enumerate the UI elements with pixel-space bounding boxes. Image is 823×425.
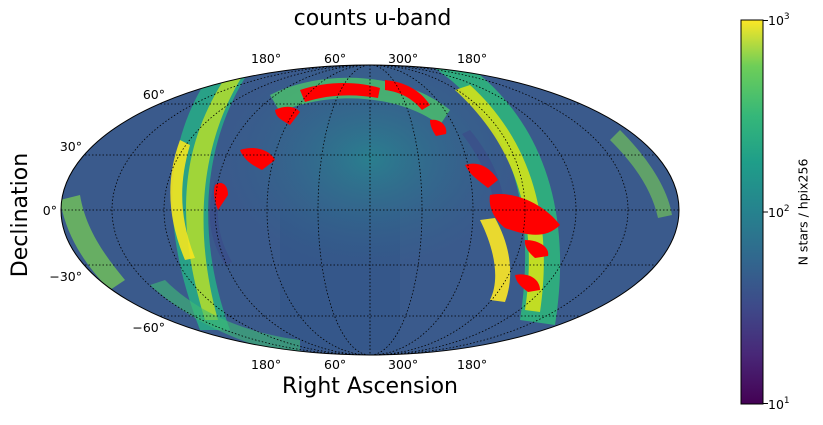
colorbar-label: N stars / hpix256 <box>795 158 811 266</box>
ra-tick-top-1: 180° <box>251 51 282 66</box>
red-region-lower-right <box>515 274 540 292</box>
ra-tick-top-4: 180° <box>457 51 488 66</box>
red-region-right-upper <box>430 119 447 136</box>
red-region-left <box>214 183 228 210</box>
band-left-bright <box>186 70 243 320</box>
red-region-top-right <box>385 80 430 110</box>
cb-tick-100: 102 <box>768 204 790 220</box>
sky-map <box>61 65 679 355</box>
y-axis-label: Declination <box>8 152 33 278</box>
sky-outline <box>60 64 680 356</box>
x-axis-label: Right Ascension <box>282 374 458 399</box>
cb-tick-10: 101 <box>768 396 790 412</box>
ra-tick-top-3: 300° <box>388 51 419 66</box>
saturated-regions <box>214 80 560 292</box>
chart-title: counts u-band <box>293 6 452 31</box>
red-region-upper-left <box>275 106 300 125</box>
ra-tick-bottom-1: 180° <box>251 357 282 372</box>
dec-tick-neg60: −60° <box>132 320 165 335</box>
band-right-peak <box>480 218 511 302</box>
cb-tick-1000: 103 <box>768 12 790 28</box>
ra-tick-bottom-2: 60° <box>324 357 347 372</box>
ra-tick-bottom-3: 300° <box>388 357 419 372</box>
red-region-right <box>465 163 498 188</box>
red-region-center-lower <box>524 240 549 258</box>
dec-tick-0: 0° <box>42 203 57 218</box>
ra-tick-top-2: 60° <box>324 51 347 66</box>
graticule <box>61 65 679 355</box>
edge-right-glow <box>610 130 672 218</box>
dec-tick-neg30: −30° <box>49 269 82 284</box>
ra-tick-bottom-4: 180° <box>457 357 488 372</box>
edge-left-glow <box>61 195 125 290</box>
meridian-60 <box>266 65 474 355</box>
dec-tick-30: 30° <box>59 139 82 154</box>
red-region-mid-left <box>240 148 275 170</box>
band-left-peak <box>170 140 195 260</box>
meridian-90 <box>214 65 526 355</box>
band-right-outer <box>430 65 561 325</box>
dec-tick-60: 60° <box>142 87 165 102</box>
colorbar <box>740 19 764 405</box>
edge-bottom-glow <box>150 280 300 355</box>
red-region-top-left <box>300 83 380 102</box>
